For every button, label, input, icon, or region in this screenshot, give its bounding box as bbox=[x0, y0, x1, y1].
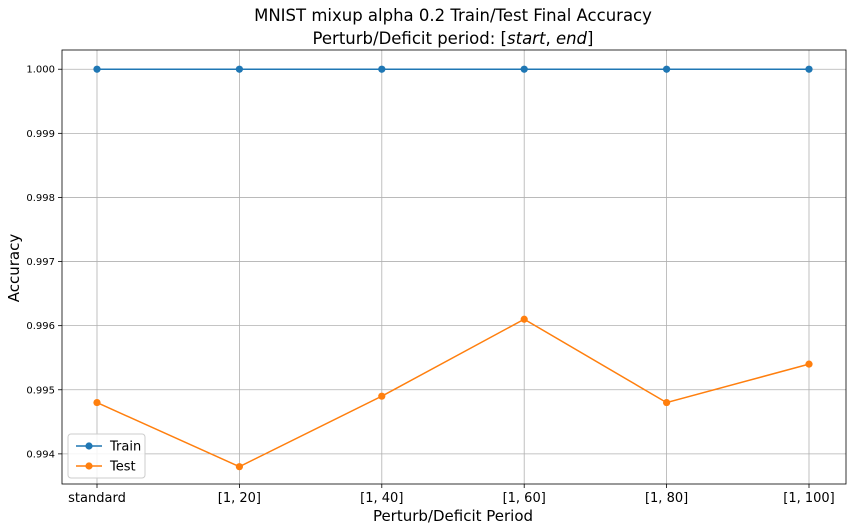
x-tick-label: [1, 100] bbox=[783, 491, 835, 506]
data-point bbox=[663, 65, 671, 73]
chart-title: MNIST mixup alpha 0.2 Train/Test Final A… bbox=[254, 6, 652, 25]
plot-series bbox=[93, 65, 813, 471]
data-point bbox=[235, 65, 243, 73]
x-tick-label: [1, 20] bbox=[218, 491, 261, 506]
y-tick-label: 1.000 bbox=[26, 65, 55, 76]
series-test bbox=[93, 315, 813, 471]
legend-label: Train bbox=[109, 440, 141, 455]
legend: Train Test bbox=[67, 433, 146, 479]
x-tick-label: [1, 60] bbox=[503, 491, 546, 506]
data-point bbox=[93, 398, 101, 407]
plot-area-frame bbox=[61, 49, 847, 485]
chart-subtitle: Perturb/Deficit period: [start, end] bbox=[313, 29, 594, 48]
x-axis-label: Perturb/Deficit Period bbox=[373, 507, 533, 525]
data-point bbox=[378, 65, 386, 73]
y-tick-label: 0.997 bbox=[26, 257, 55, 268]
y-tick-label: 0.995 bbox=[26, 385, 55, 396]
x-tick-label: standard bbox=[68, 491, 126, 506]
y-tick-label: 0.998 bbox=[26, 193, 55, 204]
legend-label: Test bbox=[109, 460, 136, 475]
y-axis-label: Accuracy bbox=[5, 234, 23, 303]
y-tick-label: 0.994 bbox=[26, 449, 55, 460]
data-point bbox=[663, 398, 671, 407]
data-point bbox=[520, 65, 528, 73]
y-tick-label: 0.996 bbox=[26, 321, 55, 332]
x-tick-label: [1, 40] bbox=[360, 491, 403, 506]
series-train bbox=[93, 65, 813, 73]
data-point bbox=[378, 392, 386, 400]
grid bbox=[62, 50, 846, 484]
data-point bbox=[93, 65, 101, 73]
series-line bbox=[96, 318, 810, 468]
legend-marker bbox=[85, 442, 93, 450]
data-point bbox=[805, 65, 813, 73]
axis-ticks: standard [1, 20] [1, 40] [1, 60] [1, 80] [1, … bbox=[26, 65, 834, 506]
x-tick-label: [1, 80] bbox=[645, 491, 688, 506]
y-tick-label: 0.999 bbox=[26, 129, 55, 140]
data-point bbox=[235, 463, 243, 471]
data-point bbox=[805, 360, 813, 368]
data-point bbox=[520, 315, 528, 323]
legend-marker bbox=[85, 462, 93, 470]
